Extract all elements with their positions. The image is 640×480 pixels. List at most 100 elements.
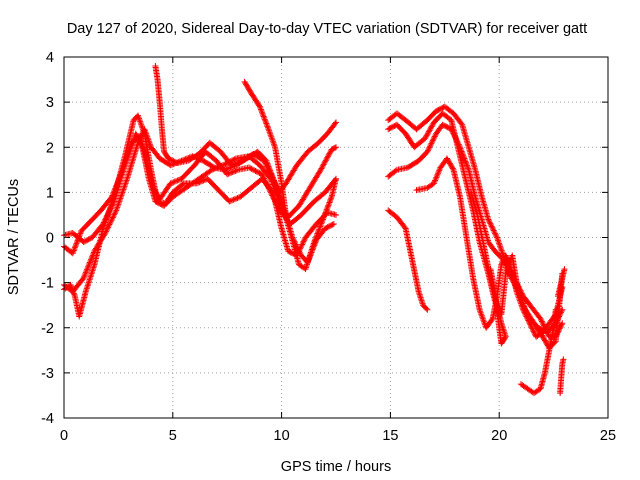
data-point bbox=[486, 219, 493, 226]
data-track bbox=[241, 78, 337, 266]
data-point bbox=[309, 248, 316, 255]
data-point bbox=[197, 156, 204, 163]
data-point bbox=[241, 78, 248, 85]
data-point bbox=[264, 123, 271, 130]
data-point bbox=[422, 135, 429, 142]
data-point bbox=[304, 259, 311, 266]
data-point bbox=[257, 105, 264, 112]
data-point bbox=[432, 176, 439, 183]
data-point bbox=[87, 258, 94, 265]
data-point bbox=[246, 87, 253, 94]
data-point bbox=[229, 197, 236, 204]
data-point bbox=[256, 169, 263, 176]
data-point bbox=[171, 178, 178, 185]
data-point bbox=[119, 189, 126, 196]
x-axis-label: GPS time / hours bbox=[281, 459, 391, 475]
data-point bbox=[449, 128, 456, 135]
data-point bbox=[231, 161, 238, 168]
data-point bbox=[273, 182, 280, 189]
data-point bbox=[120, 186, 127, 193]
data-point bbox=[85, 262, 92, 269]
data-point bbox=[118, 190, 125, 197]
y-tick-label: -4 bbox=[41, 411, 54, 427]
data-point bbox=[322, 209, 329, 216]
data-point bbox=[84, 266, 91, 273]
data-point bbox=[117, 195, 124, 202]
data-point bbox=[487, 222, 494, 229]
data-point bbox=[495, 237, 502, 244]
data-point bbox=[465, 165, 472, 172]
data-point bbox=[105, 222, 112, 229]
data-point bbox=[425, 147, 432, 154]
data-point bbox=[85, 263, 92, 270]
data-point bbox=[523, 313, 530, 320]
data-point bbox=[255, 169, 262, 176]
data-point bbox=[424, 131, 431, 138]
data-point bbox=[295, 246, 302, 253]
data-point bbox=[104, 225, 111, 232]
data-point bbox=[503, 255, 510, 262]
data-point bbox=[107, 218, 114, 225]
data-track bbox=[385, 110, 566, 336]
data-point bbox=[541, 337, 548, 344]
data-point bbox=[429, 122, 436, 129]
data-point bbox=[559, 320, 566, 327]
data-point bbox=[259, 109, 266, 116]
data-point bbox=[245, 85, 252, 92]
data-point bbox=[505, 257, 512, 264]
data-point bbox=[121, 183, 128, 190]
x-tick-label: 5 bbox=[169, 428, 177, 444]
data-point bbox=[267, 171, 274, 178]
data-point bbox=[199, 178, 206, 185]
data-point bbox=[260, 112, 267, 119]
data-point bbox=[224, 165, 231, 172]
data-point bbox=[260, 113, 267, 120]
data-point bbox=[195, 179, 202, 186]
data-point bbox=[423, 132, 430, 139]
data-point bbox=[326, 199, 333, 206]
data-point bbox=[527, 322, 534, 329]
data-point bbox=[229, 169, 236, 176]
data-point bbox=[70, 248, 77, 255]
data-point bbox=[81, 273, 88, 280]
data-point bbox=[231, 196, 238, 203]
data-point bbox=[504, 256, 511, 263]
data-point bbox=[497, 244, 504, 251]
data-points bbox=[61, 63, 568, 397]
data-point bbox=[83, 267, 90, 274]
data-point bbox=[261, 159, 268, 166]
data-point bbox=[464, 162, 471, 169]
data-point bbox=[323, 206, 330, 213]
data-point bbox=[435, 170, 442, 177]
data-point bbox=[322, 157, 329, 164]
data-point bbox=[73, 240, 80, 247]
data-point bbox=[104, 211, 111, 218]
data-point bbox=[319, 162, 326, 169]
data-point bbox=[422, 133, 429, 140]
data-point bbox=[106, 221, 113, 228]
y-tick-label: 2 bbox=[46, 140, 54, 156]
data-point bbox=[305, 256, 312, 263]
data-point bbox=[102, 216, 109, 223]
data-point bbox=[103, 213, 110, 220]
data-point bbox=[322, 210, 329, 217]
data-point bbox=[435, 168, 442, 175]
data-point bbox=[72, 241, 79, 248]
y-tick-label: -3 bbox=[41, 366, 54, 382]
data-point bbox=[529, 327, 536, 334]
data-track bbox=[413, 155, 566, 340]
data-point bbox=[104, 212, 111, 219]
data-point bbox=[321, 213, 328, 220]
data-point bbox=[324, 205, 331, 212]
data-point bbox=[245, 164, 252, 171]
data-point bbox=[292, 240, 299, 247]
data-point bbox=[505, 258, 512, 265]
data-point bbox=[261, 114, 268, 121]
data-point bbox=[499, 258, 506, 265]
data-point bbox=[320, 161, 327, 168]
y-tick-label: -1 bbox=[41, 276, 54, 292]
data-point bbox=[463, 159, 470, 166]
data-point bbox=[118, 192, 125, 199]
data-point bbox=[292, 241, 299, 248]
